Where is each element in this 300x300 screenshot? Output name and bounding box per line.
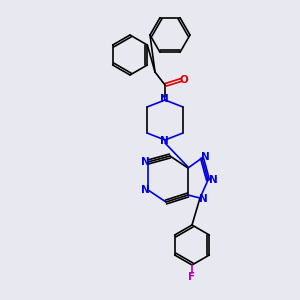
- Text: F: F: [188, 272, 196, 282]
- Text: N: N: [208, 175, 217, 185]
- Text: N: N: [160, 94, 168, 104]
- Text: N: N: [160, 136, 168, 146]
- Text: N: N: [141, 185, 149, 195]
- Text: O: O: [180, 75, 188, 85]
- Text: N: N: [201, 152, 209, 162]
- Text: N: N: [141, 157, 149, 167]
- Text: N: N: [199, 194, 207, 204]
